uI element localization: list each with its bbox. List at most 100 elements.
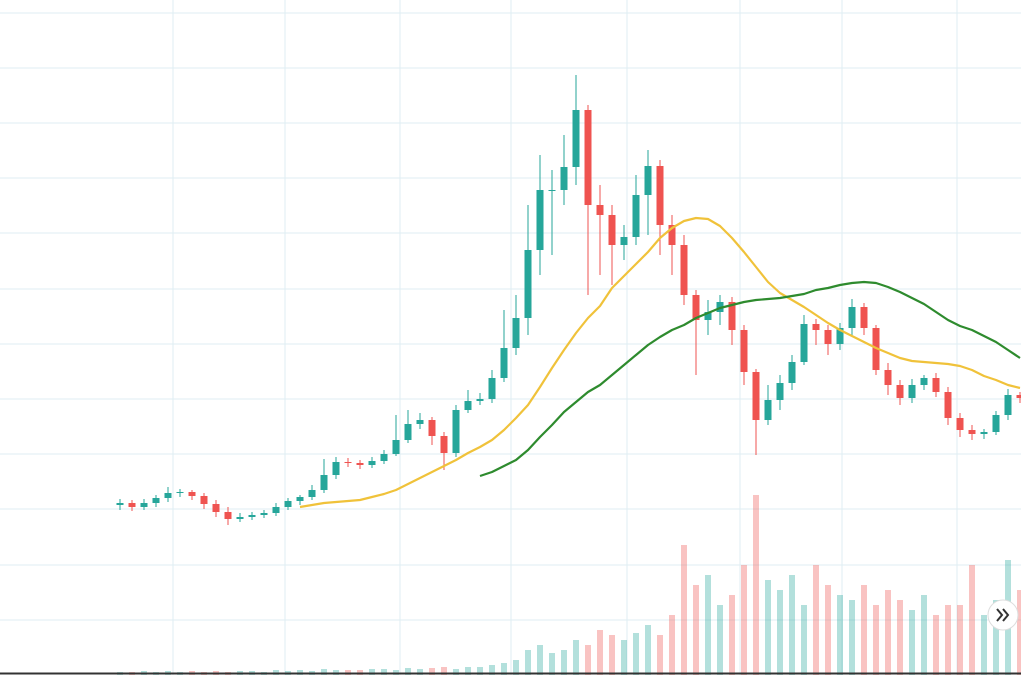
candle-body xyxy=(776,383,784,400)
volume-bar xyxy=(501,663,507,675)
candle-body xyxy=(236,517,244,519)
candle-body xyxy=(188,492,196,496)
candle-body xyxy=(668,225,676,245)
candle-body xyxy=(464,401,472,410)
volume-bar xyxy=(441,667,447,675)
candle-body xyxy=(656,166,664,225)
candle-body xyxy=(200,496,208,504)
candle-body xyxy=(884,370,892,385)
candle-body xyxy=(392,440,400,454)
candle-body xyxy=(128,503,136,507)
candle-body xyxy=(308,490,316,497)
candle-body xyxy=(812,324,820,330)
candle-body xyxy=(404,424,412,440)
candle-body xyxy=(476,399,484,401)
candle-body xyxy=(908,385,916,398)
candle-body xyxy=(548,190,556,191)
volume-bar xyxy=(861,585,867,675)
candle-body xyxy=(836,328,844,344)
volume-bar xyxy=(573,640,579,675)
candle-body xyxy=(488,378,496,399)
candle-body xyxy=(512,318,520,348)
volume-bar xyxy=(873,605,879,675)
candle-body xyxy=(500,348,508,378)
candle-body xyxy=(764,400,772,420)
volume-bar xyxy=(561,650,567,675)
candle-body xyxy=(212,504,220,512)
candle-body xyxy=(524,250,532,318)
candle-body xyxy=(824,330,832,344)
candle-body xyxy=(608,215,616,245)
volume-bar xyxy=(705,575,711,675)
volume-bar xyxy=(381,669,387,675)
moving-averages xyxy=(299,216,1021,509)
candle-body xyxy=(944,392,952,418)
candles xyxy=(116,75,1021,525)
volume-bar xyxy=(621,640,627,675)
double-chevron-icon[interactable] xyxy=(996,608,1010,622)
value-grid xyxy=(0,12,1021,621)
candle-body xyxy=(788,362,796,383)
candle-body xyxy=(176,492,184,493)
candle-body xyxy=(620,237,628,245)
volume-bar xyxy=(525,650,531,675)
volume-bar xyxy=(969,565,975,675)
volume-bar xyxy=(657,635,663,675)
candle-body xyxy=(452,410,460,453)
volume-bar xyxy=(405,668,411,675)
volume-bar xyxy=(885,590,891,675)
candle-body xyxy=(164,493,172,498)
candle-body xyxy=(740,330,748,372)
candle-body xyxy=(752,372,760,420)
volume-bar xyxy=(645,625,651,675)
candle-body xyxy=(284,501,292,507)
candle-body xyxy=(368,461,376,465)
candle-body xyxy=(1016,395,1021,398)
volume-bar xyxy=(729,595,735,675)
volume-bar xyxy=(849,600,855,675)
candle-body xyxy=(380,454,388,461)
volume-bar xyxy=(897,600,903,675)
candle-body xyxy=(980,432,988,434)
candle-body xyxy=(344,462,352,463)
candle-body xyxy=(860,307,868,328)
volume-bar xyxy=(777,590,783,675)
volume-bar xyxy=(633,633,639,675)
candle-body xyxy=(692,295,700,320)
candle-body xyxy=(584,110,592,205)
candle-body xyxy=(560,167,568,190)
volume-bar xyxy=(981,615,987,675)
volume-bar xyxy=(993,600,999,675)
volume-bar xyxy=(909,610,915,675)
volume-bar xyxy=(453,669,459,675)
volume-bar xyxy=(1017,590,1021,675)
candle-body xyxy=(992,415,1000,432)
scroll-to-latest-button[interactable] xyxy=(987,599,1019,631)
moving-average-line xyxy=(299,216,1021,509)
volume-bar xyxy=(597,630,603,675)
volume-bar xyxy=(321,669,327,675)
volume-bar xyxy=(513,660,519,675)
candle-body xyxy=(116,503,124,505)
volume-bar xyxy=(489,665,495,675)
candle-body xyxy=(440,436,448,453)
volume-bar xyxy=(933,615,939,675)
candle-body xyxy=(704,312,712,320)
volume-bar xyxy=(549,653,555,675)
volume-bar xyxy=(585,645,591,675)
volume-bar xyxy=(465,667,471,675)
candle-body xyxy=(296,497,304,501)
volume-bar xyxy=(417,669,423,675)
volume-bar xyxy=(429,668,435,675)
candle-body xyxy=(932,378,940,392)
volume-bar xyxy=(753,495,759,675)
volume-bar xyxy=(741,565,747,675)
candle-body xyxy=(848,307,856,328)
volume-bar xyxy=(945,605,951,675)
volume-bar xyxy=(681,545,687,675)
volume-bar xyxy=(369,669,375,675)
candle-body xyxy=(536,190,544,250)
candle-body xyxy=(632,195,640,237)
